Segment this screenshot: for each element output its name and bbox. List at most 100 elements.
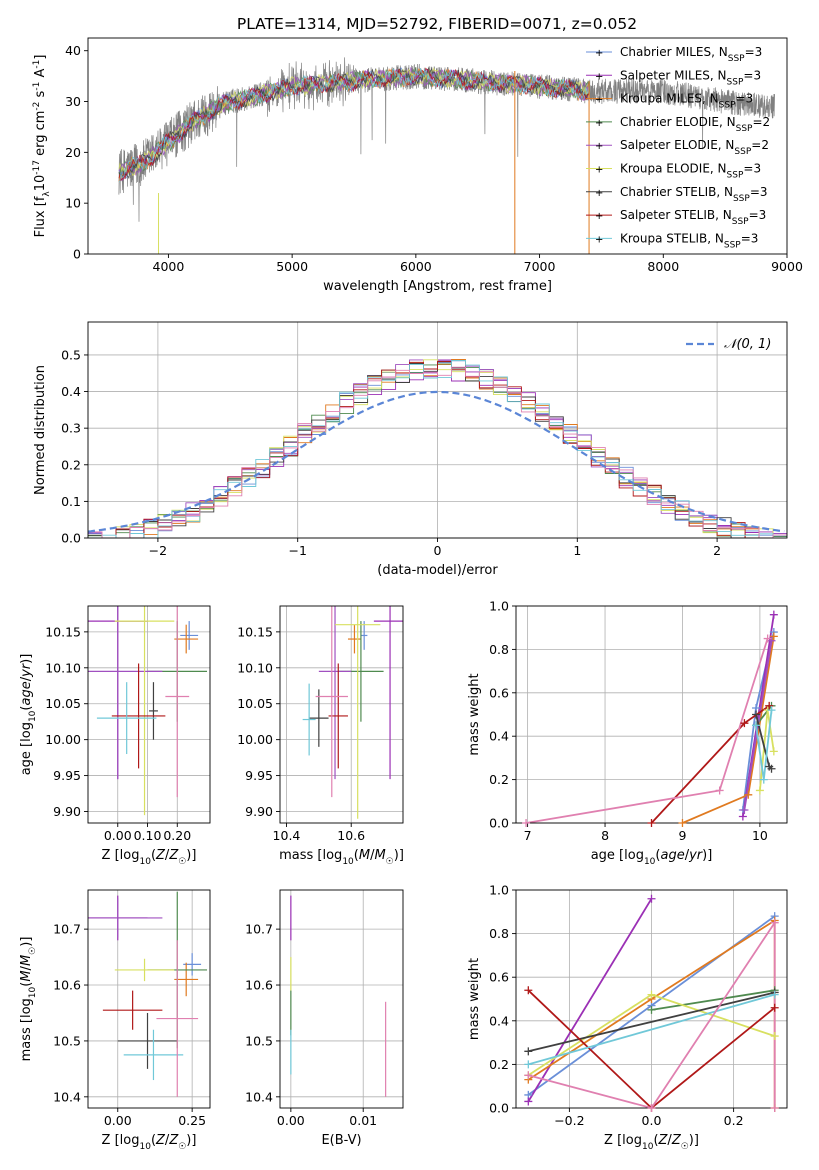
- legend-label: Salpeter ELODIE, NSSP=2: [620, 138, 769, 157]
- y-axis-label: mass [log10(M/M☉)]: [19, 937, 38, 1062]
- label-part: ): [19, 942, 34, 947]
- legend-label: Chabrier ELODIE, NSSP=2: [620, 115, 770, 134]
- label-part: ☉: [386, 857, 394, 867]
- y-tick-label: 10.5: [53, 1033, 81, 1048]
- label-part: log: [624, 848, 644, 863]
- y-tick-label: 10.6: [53, 978, 81, 993]
- label-part: age: [19, 681, 34, 705]
- label-part: log: [622, 1133, 642, 1148]
- plot-area: [525, 614, 775, 823]
- label-part: Flux [f: [33, 196, 48, 237]
- x-tick-label: 0.25: [178, 1113, 206, 1128]
- legend-marker: +: [595, 165, 603, 176]
- plot-residuals: −2 −1 0 1 2 0.0 0.1 0.2 0.3 0.4 0.5 (data-model)/er…: [33, 321, 788, 578]
- label-part: ]: [191, 1133, 196, 1148]
- plot-area: [290, 895, 387, 1097]
- label-part: Normed distribution: [33, 365, 48, 495]
- label-part: =3: [743, 68, 761, 82]
- label-part: SSP: [736, 124, 753, 134]
- label-part: age [: [19, 742, 34, 775]
- y-tick-label: 10.15: [45, 624, 81, 639]
- label-part: (: [151, 1133, 156, 1148]
- label-part: 10: [139, 857, 151, 867]
- label-part: (: [653, 1133, 658, 1148]
- y-tick-label: 9.95: [245, 768, 273, 783]
- x-tick-label: 0.00: [104, 828, 132, 843]
- y-tick-label: 0.2: [489, 1057, 509, 1072]
- weight-line: [527, 898, 653, 1102]
- x-axis-label: Z [log10(Z/Z☉)]: [102, 848, 197, 867]
- label-part: log: [120, 848, 140, 863]
- label-part: ]: [191, 848, 196, 863]
- y-tick-label: 10.15: [237, 624, 273, 639]
- legend-marker: +: [595, 141, 603, 152]
- label-part: /: [19, 676, 34, 681]
- legend: 𝒩(0, 1): [686, 337, 771, 352]
- label-part: =2: [751, 138, 769, 152]
- y-axis-label: mass weight: [467, 673, 482, 755]
- y-tick-label: 0.6: [489, 685, 509, 700]
- x-tick-label: 6000: [400, 259, 432, 274]
- label-part: =3: [745, 45, 763, 59]
- weight-marker: [740, 719, 749, 728]
- y-tick-label: 10.05: [45, 696, 81, 711]
- label-part: (: [19, 982, 34, 987]
- label-part: log: [19, 998, 34, 1018]
- weight-marker: [752, 721, 761, 730]
- weight-marker: [767, 764, 776, 773]
- label-part: SSP: [724, 240, 741, 250]
- y-tick-label: 0.0: [61, 531, 81, 546]
- label-part: /: [165, 1133, 170, 1148]
- label-part: Z: [658, 1133, 669, 1148]
- legend-marker: +: [595, 211, 603, 222]
- residual-histogram: [88, 359, 787, 538]
- x-axis-label: E(B-V): [321, 1133, 361, 1148]
- label-part: SSP: [719, 101, 736, 111]
- label-part: SSP: [733, 194, 750, 204]
- axes-frame: [87, 605, 211, 824]
- x-tick-label: 1: [573, 543, 581, 558]
- weight-marker: [524, 1097, 533, 1106]
- plot-area: [302, 606, 403, 819]
- label-part: age: [660, 848, 684, 863]
- weight-marker: [765, 701, 774, 710]
- weight-marker: [678, 819, 687, 827]
- y-tick-label: 0.6: [489, 970, 509, 985]
- label-part: Z: [671, 1133, 682, 1148]
- y-tick-label: 1.0: [489, 599, 509, 614]
- weight-marker: [524, 986, 533, 995]
- x-tick-label: 9000: [771, 259, 803, 274]
- label-part: =3: [749, 208, 767, 222]
- y-axis-label: Flux [fλ10-17 erg cm-2 s-1 A-1]: [32, 55, 52, 238]
- label-part: ): [702, 848, 707, 863]
- label-part: wavelength [Angstrom, rest frame]: [323, 279, 552, 294]
- y-tick-label: 0.2: [61, 457, 81, 472]
- x-tick-label: 4000: [153, 259, 185, 274]
- x-tick-label: 10.4: [273, 828, 301, 843]
- label-part: ☉: [178, 857, 186, 867]
- label-part: ]: [399, 848, 404, 863]
- x-axis-label: wavelength [Angstrom, rest frame]: [323, 279, 552, 294]
- label-part: 10: [644, 857, 656, 867]
- x-axis-label: age [log10(age/yr)]: [591, 848, 713, 867]
- label-part: M: [359, 848, 370, 863]
- legend: + Chabrier MILES, NSSP=3+ Salpeter MILES, …: [586, 45, 770, 250]
- grid-lines: [88, 890, 210, 1108]
- weight-marker: [738, 812, 747, 821]
- plot-age_vs_Z: 0.00 0.10 0.20 9.90 9.95 10.00 10.05 10.10 10.15…: [19, 605, 211, 867]
- label-part: mass weight: [467, 673, 482, 755]
- weight-line: [525, 638, 769, 823]
- label-part: Chabrier ELODIE, N: [620, 115, 736, 129]
- weight-marker: [755, 786, 764, 795]
- label-part: ): [19, 659, 34, 664]
- weight-marker: [744, 790, 753, 799]
- label-part: M: [374, 848, 385, 863]
- weight-marker: [647, 1104, 656, 1112]
- label-part: ]: [33, 55, 48, 60]
- y-tick-label: 0.8: [489, 642, 509, 657]
- y-tick-label: 0.3: [61, 421, 81, 436]
- label-part: SSP: [727, 77, 744, 87]
- label-part: yr: [688, 848, 704, 863]
- x-axis-label: (data-model)/error: [377, 563, 498, 578]
